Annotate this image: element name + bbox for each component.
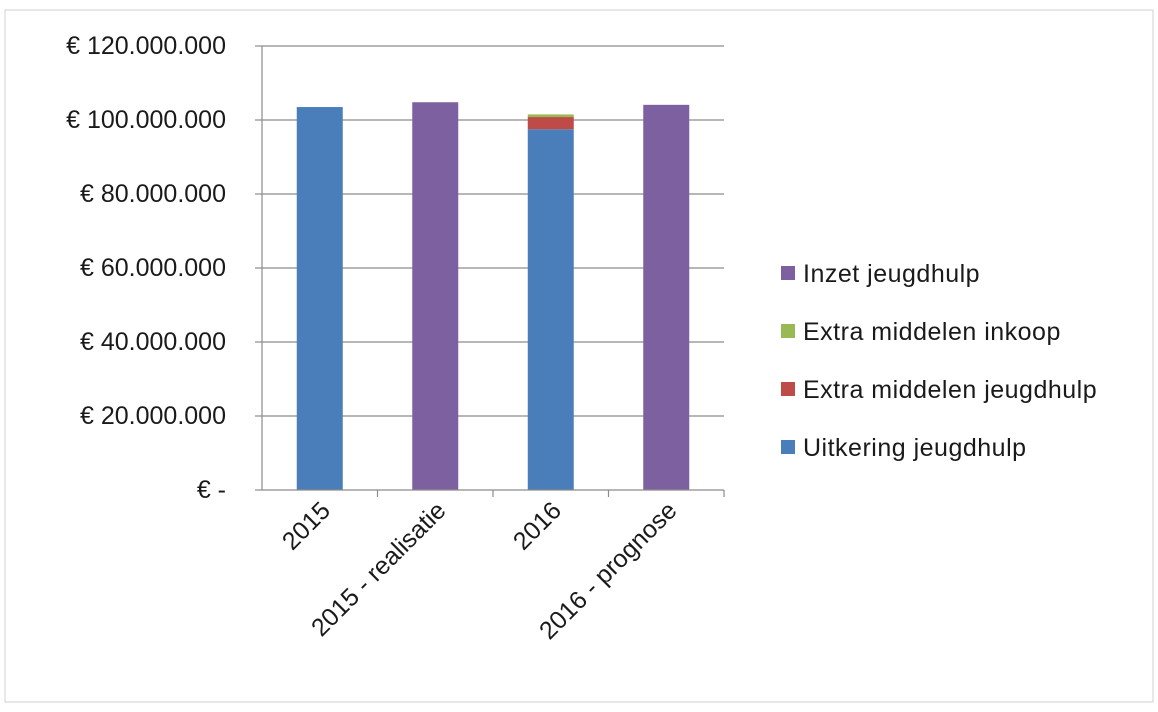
legend-swatch	[781, 324, 795, 338]
legend-swatch	[781, 440, 795, 454]
legend-item: Extra middelen jeugdhulp	[781, 376, 1097, 404]
y-tick-label: € 80.000.000	[80, 180, 226, 208]
legend-swatch	[781, 266, 795, 280]
bar-segment	[643, 104, 690, 490]
legend-label: Extra middelen inkoop	[803, 318, 1061, 346]
chart-frame	[4, 9, 1154, 703]
legend-label: Extra middelen jeugdhulp	[803, 376, 1097, 404]
legend-item: Uitkering jeugdhulp	[781, 434, 1027, 462]
y-tick-label: € 60.000.000	[80, 254, 226, 282]
y-tick-label: € 40.000.000	[80, 328, 226, 356]
legend-label: Inzet jeugdhulp	[803, 260, 980, 288]
bar-segment	[527, 129, 574, 490]
bar-segment	[412, 102, 459, 491]
y-tick-label: € 120.000.000	[66, 32, 226, 60]
y-tick-label: € 20.000.000	[80, 402, 226, 430]
legend-swatch	[781, 382, 795, 396]
legend: Inzet jeugdhulp Extra middelen inkoop Extr…	[781, 260, 1097, 462]
legend-item: Inzet jeugdhulp	[781, 260, 980, 288]
legend-item: Extra middelen inkoop	[781, 318, 1061, 346]
y-tick-label: € 100.000.000	[66, 106, 226, 134]
bars	[296, 102, 690, 491]
y-tick-label: € -	[197, 476, 226, 504]
bar-segment	[527, 114, 574, 118]
bar-segment	[527, 117, 574, 130]
bar-segment	[296, 107, 343, 491]
legend-label: Uitkering jeugdhulp	[803, 434, 1027, 462]
